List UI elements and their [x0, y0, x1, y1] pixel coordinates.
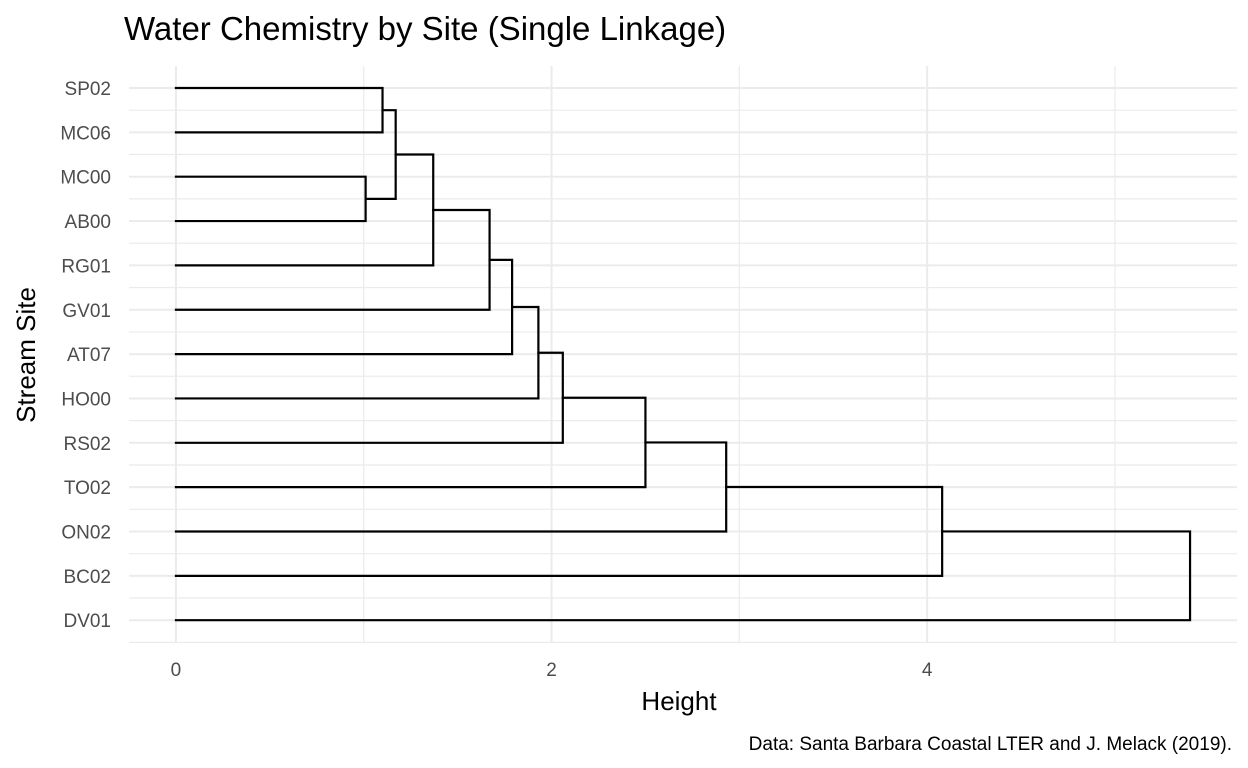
dendrogram-merge-6	[174, 305, 540, 400]
y-axis-label: Stream Site	[11, 287, 41, 423]
dendrogram-merge-5	[174, 258, 514, 356]
leaf-label-ho00: HO00	[61, 389, 111, 410]
chart-caption: Data: Santa Barbara Coastal LTER and J. …	[749, 734, 1232, 755]
leaf-label-dv01: DV01	[63, 611, 111, 632]
leaf-label-sp02: SP02	[65, 79, 111, 100]
dendrogram-merge-11	[174, 530, 1192, 622]
x-tick-label: 4	[922, 660, 933, 681]
leaf-label-mc06: MC06	[60, 123, 111, 144]
x-tick-labels: 0 2 4	[171, 660, 933, 681]
x-tick-label: 2	[546, 660, 557, 681]
leaf-label-to02: TO02	[64, 478, 111, 499]
dendrogram-merge-4	[174, 208, 491, 311]
leaf-label-ab00: AB00	[65, 212, 111, 233]
leaf-label-on02: ON02	[61, 523, 111, 544]
chart-title: Water Chemistry by Site (Single Linkage)	[124, 10, 726, 47]
x-axis-label: Height	[641, 686, 717, 716]
x-tick-label: 0	[171, 660, 182, 681]
y-tick-labels: SP02 MC06 MC00 AB00 RG01 GV01 AT07 HO00 RS02 TO02…	[60, 79, 111, 632]
leaf-label-rs02: RS02	[63, 434, 111, 455]
leaf-label-rg01: RG01	[61, 256, 111, 277]
leaf-label-mc00: MC00	[60, 168, 111, 189]
leaf-label-gv01: GV01	[62, 301, 111, 322]
dendrogram-branches	[174, 86, 1192, 622]
leaf-label-at07: AT07	[67, 345, 111, 366]
leaf-label-bc02: BC02	[63, 567, 111, 588]
